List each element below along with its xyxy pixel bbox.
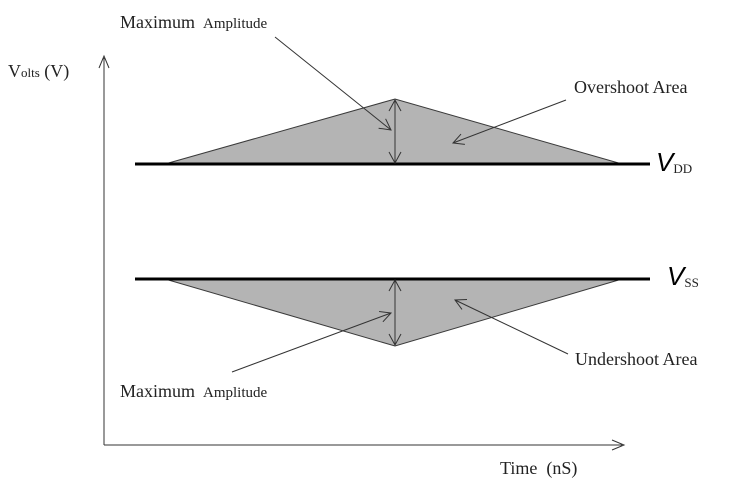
y-axis-arrowhead (98, 54, 110, 69)
overshoot-area (164, 98, 623, 165)
undershoot-area-label: Undershoot Area (575, 349, 697, 369)
max-amplitude-top-label: Maximum Amplitude (120, 12, 268, 32)
max-amplitude-bottom-word1: Maximum (120, 381, 195, 401)
y-axis-label-small: olts (21, 65, 40, 80)
overshoot-leader (452, 99, 567, 144)
undershoot-leader (454, 299, 569, 355)
max-amplitude-bottom-label: Maximum Amplitude (120, 381, 268, 401)
overshoot-area-label: Overshoot Area (574, 77, 687, 97)
vdd-label: VDD (656, 147, 692, 177)
undershoot-amplitude-arrowhead-top (388, 278, 402, 292)
max-amplitude-top-word2: Amplitude (203, 16, 268, 32)
vdd-label-letter: V (656, 147, 676, 177)
max-amplitude-bottom-leader (231, 312, 392, 373)
y-axis-label-main: V (8, 61, 21, 81)
y-axis-label: Volts (V) (8, 61, 69, 82)
overshoot-amplitude-arrowhead-top (388, 98, 402, 112)
undershoot-amplitude-arrowhead-bottom (388, 333, 402, 347)
max-amplitude-bottom-word2: Amplitude (203, 385, 268, 401)
y-axis-label-rest: (V) (40, 61, 70, 82)
vss-label-subscript: SS (684, 275, 698, 290)
overshoot-leader-arrowhead (451, 133, 465, 145)
max-amplitude-top-leader (274, 36, 392, 131)
vdd-label-subscript: DD (673, 161, 692, 176)
vss-label: VSS (667, 261, 699, 291)
max-amplitude-top-leader-arrowhead (378, 118, 392, 131)
overshoot-amplitude-arrowhead-bottom (388, 151, 402, 165)
x-axis-arrowhead (611, 439, 626, 451)
max-amplitude-top-word1: Maximum (120, 12, 195, 32)
x-axis-label: Time (nS) (500, 458, 577, 479)
undershoot-area (164, 278, 623, 347)
vss-label-letter: V (667, 261, 687, 291)
max-amplitude-bottom-leader-arrowhead (379, 311, 393, 323)
undershoot-leader-arrowhead (454, 299, 468, 310)
